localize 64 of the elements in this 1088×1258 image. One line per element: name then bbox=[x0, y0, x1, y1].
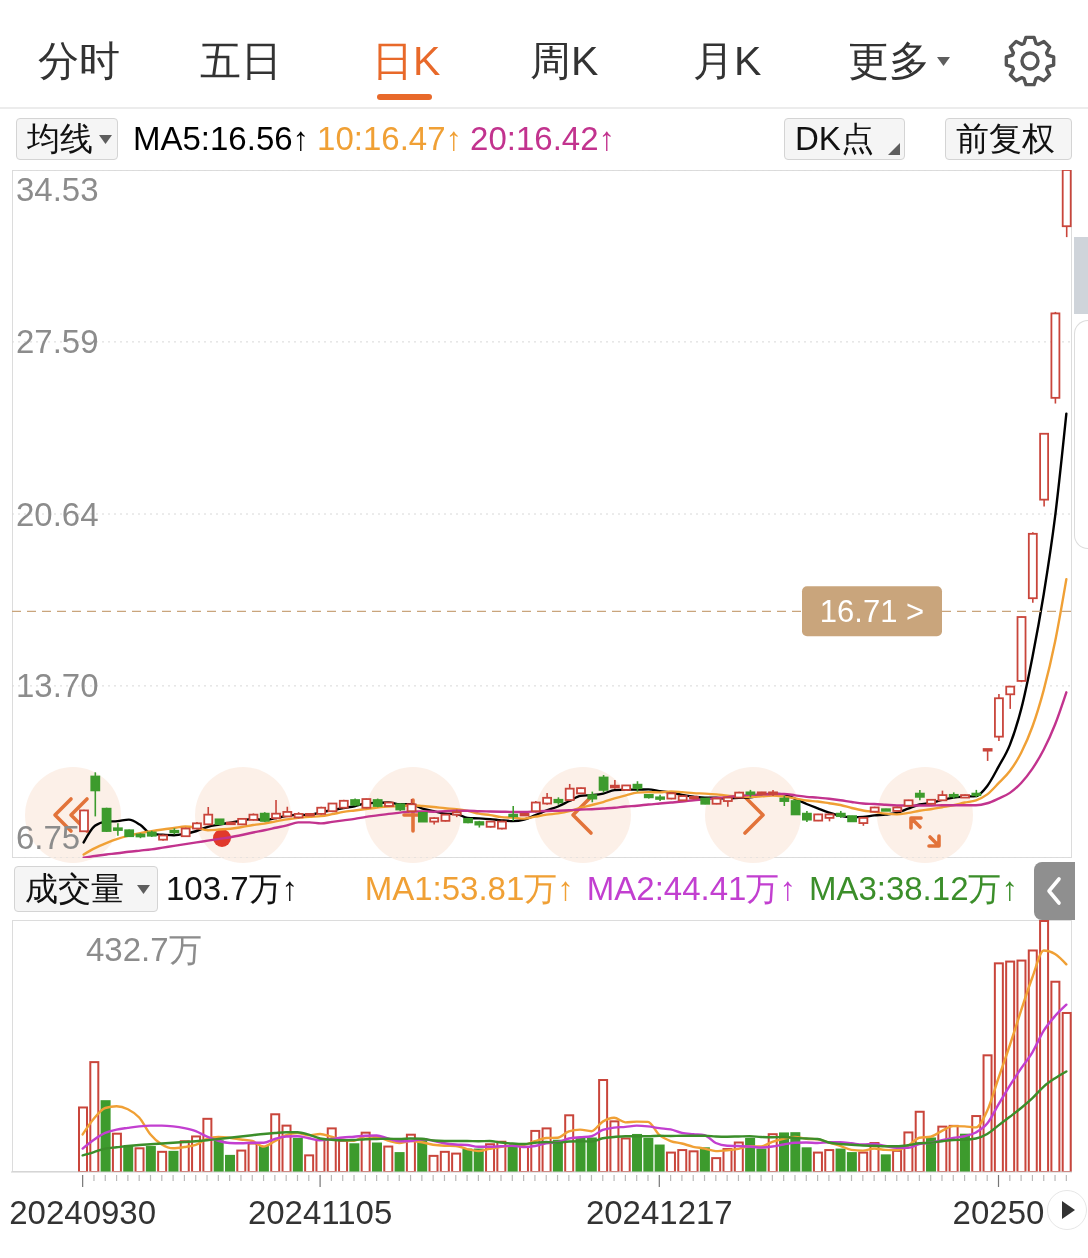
bar bbox=[292, 1137, 303, 1172]
bar bbox=[383, 1145, 394, 1172]
bar bbox=[507, 1146, 518, 1172]
x-tick-label: 20240930 bbox=[9, 1193, 157, 1231]
bar bbox=[145, 1146, 156, 1172]
y-tick-label: 20.64 bbox=[16, 495, 99, 533]
text: 分时 bbox=[38, 37, 120, 86]
y-tick-label: 13.70 bbox=[16, 667, 99, 705]
bar bbox=[258, 1146, 269, 1172]
bar bbox=[937, 1125, 948, 1172]
bar bbox=[405, 1133, 416, 1172]
x-tick-label: 20241105 bbox=[247, 1193, 393, 1231]
text: MA5:16.56↑ bbox=[133, 120, 310, 158]
text: 103.7万↑ bbox=[166, 869, 299, 909]
bar bbox=[767, 1133, 778, 1172]
bar bbox=[168, 1150, 179, 1172]
text: MA3:38.12万↑ bbox=[808, 868, 1018, 909]
bar bbox=[394, 1152, 405, 1172]
bar bbox=[123, 1146, 134, 1172]
bar bbox=[157, 1150, 168, 1172]
text: 月K bbox=[693, 37, 762, 86]
bar bbox=[281, 1124, 292, 1172]
dropdown-button: DK点 bbox=[784, 118, 905, 160]
text: 周K bbox=[530, 37, 599, 86]
bar bbox=[111, 1132, 122, 1172]
text: 20:16.42↑ bbox=[470, 120, 616, 158]
button: 前复权 bbox=[945, 118, 1072, 160]
y-tick-label: 34.53 bbox=[16, 170, 99, 208]
legend-title: 成交量 bbox=[25, 869, 124, 909]
bar bbox=[880, 1154, 891, 1172]
text: 日K bbox=[372, 37, 441, 86]
bar bbox=[360, 1131, 371, 1172]
bar bbox=[236, 1149, 247, 1172]
text: MA2:44.41万↑ bbox=[586, 868, 796, 909]
bar bbox=[541, 1127, 552, 1172]
text: 10:16.47↑ bbox=[317, 120, 463, 158]
bar bbox=[1061, 1011, 1072, 1172]
dropdown-button: 均线 bbox=[16, 118, 118, 160]
text: 更多 bbox=[848, 37, 930, 86]
bar bbox=[371, 1142, 382, 1172]
y-tick-label: 27.59 bbox=[16, 323, 99, 361]
bar bbox=[620, 1137, 631, 1172]
bar bbox=[564, 1114, 575, 1172]
bar bbox=[688, 1150, 699, 1172]
dropdown-button: 成交量 bbox=[14, 866, 158, 912]
annotation: 432.7万 bbox=[86, 931, 202, 968]
ref-line-label: 16.71 > bbox=[819, 593, 925, 629]
text: MA1:53.81万↑ bbox=[364, 868, 574, 909]
bar bbox=[948, 1124, 959, 1172]
bar bbox=[801, 1147, 812, 1172]
bar bbox=[926, 1137, 937, 1172]
bar bbox=[971, 1115, 982, 1172]
y-tick-label: 6.75 bbox=[16, 818, 81, 856]
text: 五日 bbox=[200, 37, 282, 86]
x-tick-label: 20250 bbox=[952, 1193, 1045, 1231]
bar bbox=[134, 1147, 145, 1172]
bar bbox=[270, 1113, 281, 1172]
bar bbox=[914, 1110, 925, 1172]
bar bbox=[349, 1143, 360, 1172]
bar bbox=[733, 1141, 744, 1172]
bar bbox=[247, 1142, 258, 1172]
bar bbox=[654, 1144, 665, 1172]
x-tick-label: 20241217 bbox=[585, 1193, 733, 1231]
legend-title: 均线 bbox=[27, 119, 93, 159]
